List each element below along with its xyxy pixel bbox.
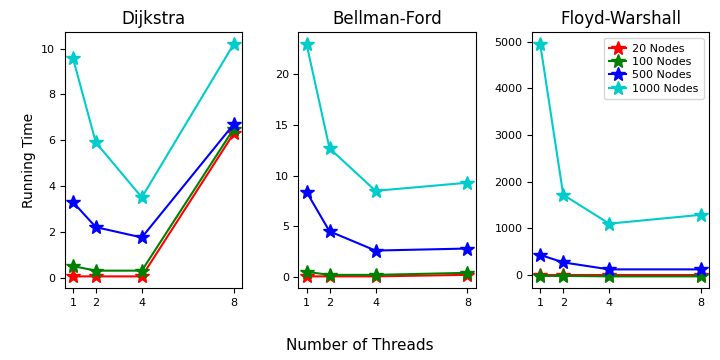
20 Nodes: [463, 273, 472, 277]
20 Nodes: [325, 274, 334, 279]
20 Nodes: [91, 274, 100, 279]
1000 Nodes: [302, 42, 311, 46]
100 Nodes: [372, 273, 380, 277]
100 Nodes: [68, 264, 77, 268]
1000 Nodes: [605, 221, 613, 226]
500 Nodes: [463, 246, 472, 251]
20 Nodes: [536, 273, 544, 277]
Line: 1000 Nodes: 1000 Nodes: [300, 37, 474, 198]
100 Nodes: [463, 271, 472, 275]
Y-axis label: Running Time: Running Time: [22, 113, 35, 208]
Title: Floyd-Warshall: Floyd-Warshall: [560, 10, 681, 28]
Line: 100 Nodes: 100 Nodes: [300, 265, 474, 282]
500 Nodes: [138, 235, 146, 240]
500 Nodes: [536, 253, 544, 257]
20 Nodes: [605, 273, 613, 277]
1000 Nodes: [536, 42, 544, 46]
20 Nodes: [372, 274, 380, 279]
20 Nodes: [68, 274, 77, 279]
500 Nodes: [372, 248, 380, 253]
500 Nodes: [325, 229, 334, 234]
100 Nodes: [91, 269, 100, 273]
1000 Nodes: [697, 213, 706, 217]
1000 Nodes: [325, 146, 334, 150]
Title: Bellman-Ford: Bellman-Ford: [332, 10, 442, 28]
500 Nodes: [302, 190, 311, 194]
500 Nodes: [605, 267, 613, 271]
20 Nodes: [302, 274, 311, 279]
1000 Nodes: [91, 140, 100, 145]
Line: 100 Nodes: 100 Nodes: [534, 269, 708, 283]
100 Nodes: [230, 127, 238, 131]
20 Nodes: [230, 131, 238, 135]
1000 Nodes: [559, 193, 567, 197]
Line: 20 Nodes: 20 Nodes: [300, 268, 474, 283]
20 Nodes: [559, 273, 567, 277]
1000 Nodes: [138, 195, 146, 199]
Line: 100 Nodes: 100 Nodes: [66, 122, 240, 278]
1000 Nodes: [230, 42, 238, 46]
Line: 1000 Nodes: 1000 Nodes: [534, 37, 708, 231]
500 Nodes: [91, 225, 100, 229]
Legend: 20 Nodes, 100 Nodes, 500 Nodes, 1000 Nodes: 20 Nodes, 100 Nodes, 500 Nodes, 1000 Nod…: [604, 38, 703, 99]
Line: 20 Nodes: 20 Nodes: [534, 268, 708, 282]
Line: 500 Nodes: 500 Nodes: [66, 117, 240, 244]
Title: Dijkstra: Dijkstra: [121, 10, 185, 28]
1000 Nodes: [372, 189, 380, 193]
1000 Nodes: [463, 181, 472, 185]
500 Nodes: [230, 122, 238, 126]
100 Nodes: [138, 269, 146, 273]
Text: Number of Threads: Number of Threads: [286, 338, 434, 353]
Line: 1000 Nodes: 1000 Nodes: [66, 37, 240, 204]
100 Nodes: [302, 270, 311, 274]
1000 Nodes: [68, 55, 77, 60]
Line: 20 Nodes: 20 Nodes: [66, 126, 240, 283]
100 Nodes: [697, 274, 706, 279]
20 Nodes: [138, 274, 146, 279]
100 Nodes: [559, 274, 567, 278]
100 Nodes: [536, 274, 544, 278]
500 Nodes: [697, 267, 706, 271]
Line: 500 Nodes: 500 Nodes: [534, 248, 708, 276]
100 Nodes: [605, 274, 613, 279]
Line: 500 Nodes: 500 Nodes: [300, 185, 474, 257]
500 Nodes: [559, 260, 567, 265]
500 Nodes: [68, 200, 77, 204]
100 Nodes: [325, 273, 334, 277]
20 Nodes: [697, 273, 706, 277]
